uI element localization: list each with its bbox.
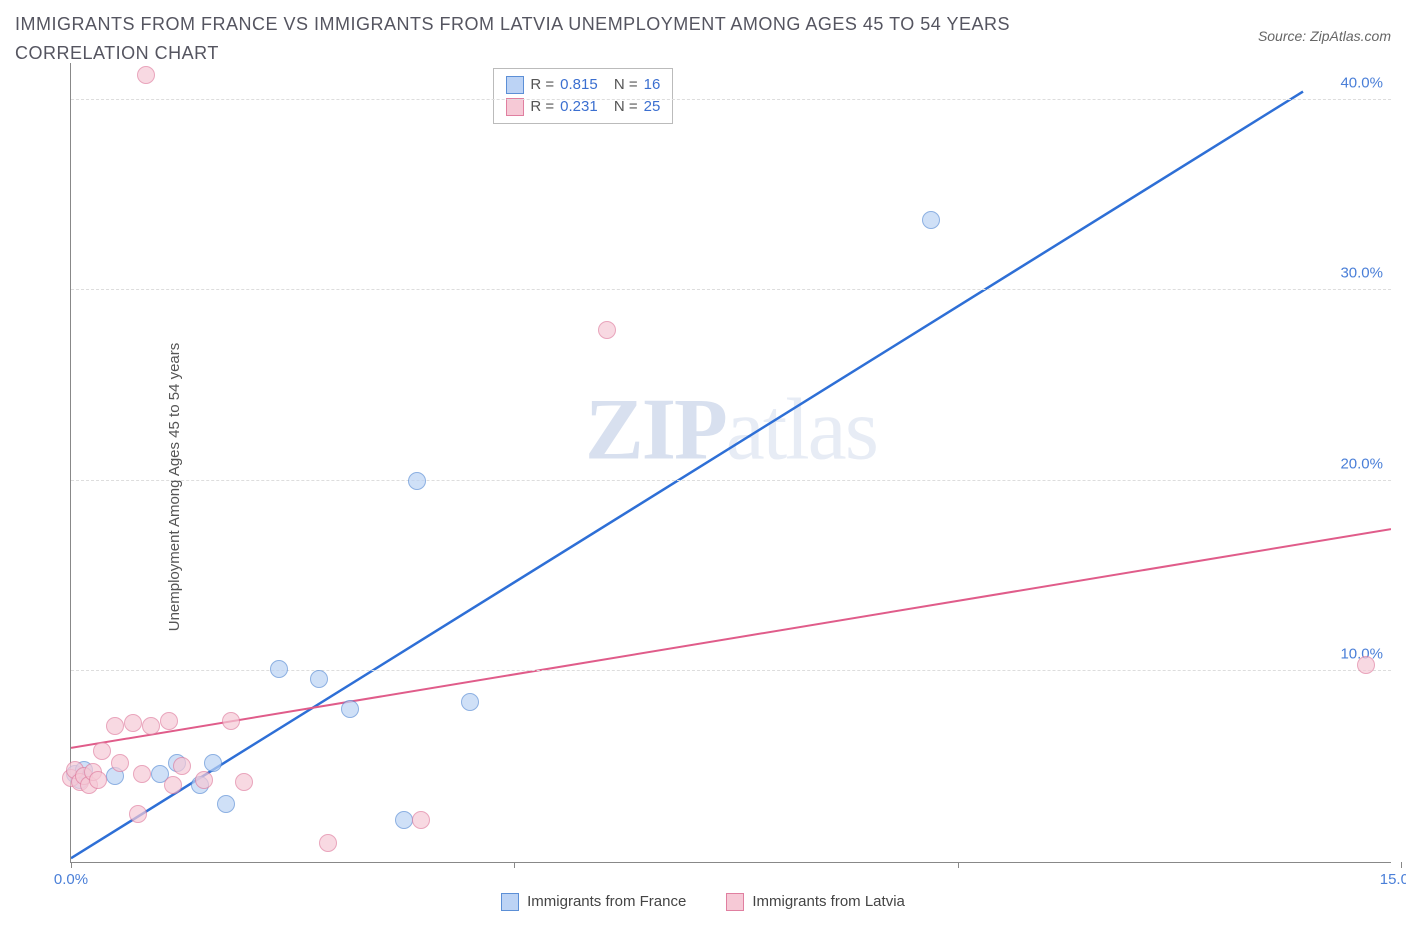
r-value: 0.231: [560, 98, 598, 115]
data-point: [217, 795, 235, 813]
data-point: [461, 693, 479, 711]
y-tick-label: 20.0%: [1340, 455, 1383, 472]
legend-swatch: [726, 893, 744, 911]
gridline: [71, 480, 1391, 481]
data-point: [93, 742, 111, 760]
legend-stat-row: R = 0.815 N = 16: [506, 74, 660, 96]
data-point: [106, 717, 124, 735]
data-point: [111, 754, 129, 772]
data-point: [922, 211, 940, 229]
data-point: [319, 834, 337, 852]
trend-line: [71, 91, 1303, 858]
series-legend: Immigrants from France Immigrants from La…: [15, 893, 1391, 911]
data-point: [270, 660, 288, 678]
data-point: [598, 321, 616, 339]
n-label: N =: [614, 98, 638, 115]
data-point: [341, 700, 359, 718]
watermark: ZIPatlas: [585, 380, 877, 481]
n-value: 16: [644, 76, 661, 93]
data-point: [408, 472, 426, 490]
data-point: [160, 712, 178, 730]
data-point: [235, 773, 253, 791]
correlation-legend: R = 0.815 N = 16R = 0.231 N = 25: [493, 68, 673, 124]
gridline: [71, 670, 1391, 671]
data-point: [395, 811, 413, 829]
scatter-plot: ZIPatlas R = 0.815 N = 16R = 0.231 N = 2…: [70, 63, 1391, 863]
data-point: [204, 754, 222, 772]
y-tick-label: 40.0%: [1340, 74, 1383, 91]
trend-lines: [71, 63, 1391, 862]
data-point: [137, 66, 155, 84]
source-text: Source: ZipAtlas.com: [1258, 28, 1391, 44]
data-point: [222, 712, 240, 730]
data-point: [412, 811, 430, 829]
r-label: R =: [530, 98, 554, 115]
data-point: [310, 670, 328, 688]
data-point: [173, 757, 191, 775]
gridline: [71, 289, 1391, 290]
data-point: [89, 771, 107, 789]
n-label: N =: [614, 76, 638, 93]
data-point: [142, 717, 160, 735]
r-value: 0.815: [560, 76, 598, 93]
data-point: [164, 776, 182, 794]
x-tick-mark: [514, 862, 515, 868]
data-point: [124, 714, 142, 732]
r-label: R =: [530, 76, 554, 93]
data-point: [133, 765, 151, 783]
legend-label: Immigrants from France: [527, 893, 686, 910]
legend-item: Immigrants from France: [501, 893, 686, 911]
x-tick-mark: [1401, 862, 1402, 868]
chart-header: IMMIGRANTS FROM FRANCE VS IMMIGRANTS FRO…: [15, 10, 1391, 68]
legend-label: Immigrants from Latvia: [752, 893, 905, 910]
chart-area: Unemployment Among Ages 45 to 54 years Z…: [15, 63, 1391, 911]
n-value: 25: [644, 98, 661, 115]
x-tick-mark: [958, 862, 959, 868]
y-tick-label: 30.0%: [1340, 265, 1383, 282]
gridline: [71, 99, 1391, 100]
x-tick-label: 0.0%: [54, 871, 88, 888]
data-point: [129, 805, 147, 823]
legend-swatch: [501, 893, 519, 911]
chart-title: IMMIGRANTS FROM FRANCE VS IMMIGRANTS FRO…: [15, 10, 1115, 68]
x-tick-mark: [71, 862, 72, 868]
legend-swatch: [506, 98, 524, 116]
legend-item: Immigrants from Latvia: [726, 893, 905, 911]
data-point: [1357, 656, 1375, 674]
x-tick-label: 15.0%: [1380, 871, 1406, 888]
trend-line: [71, 529, 1391, 748]
legend-swatch: [506, 76, 524, 94]
data-point: [195, 771, 213, 789]
